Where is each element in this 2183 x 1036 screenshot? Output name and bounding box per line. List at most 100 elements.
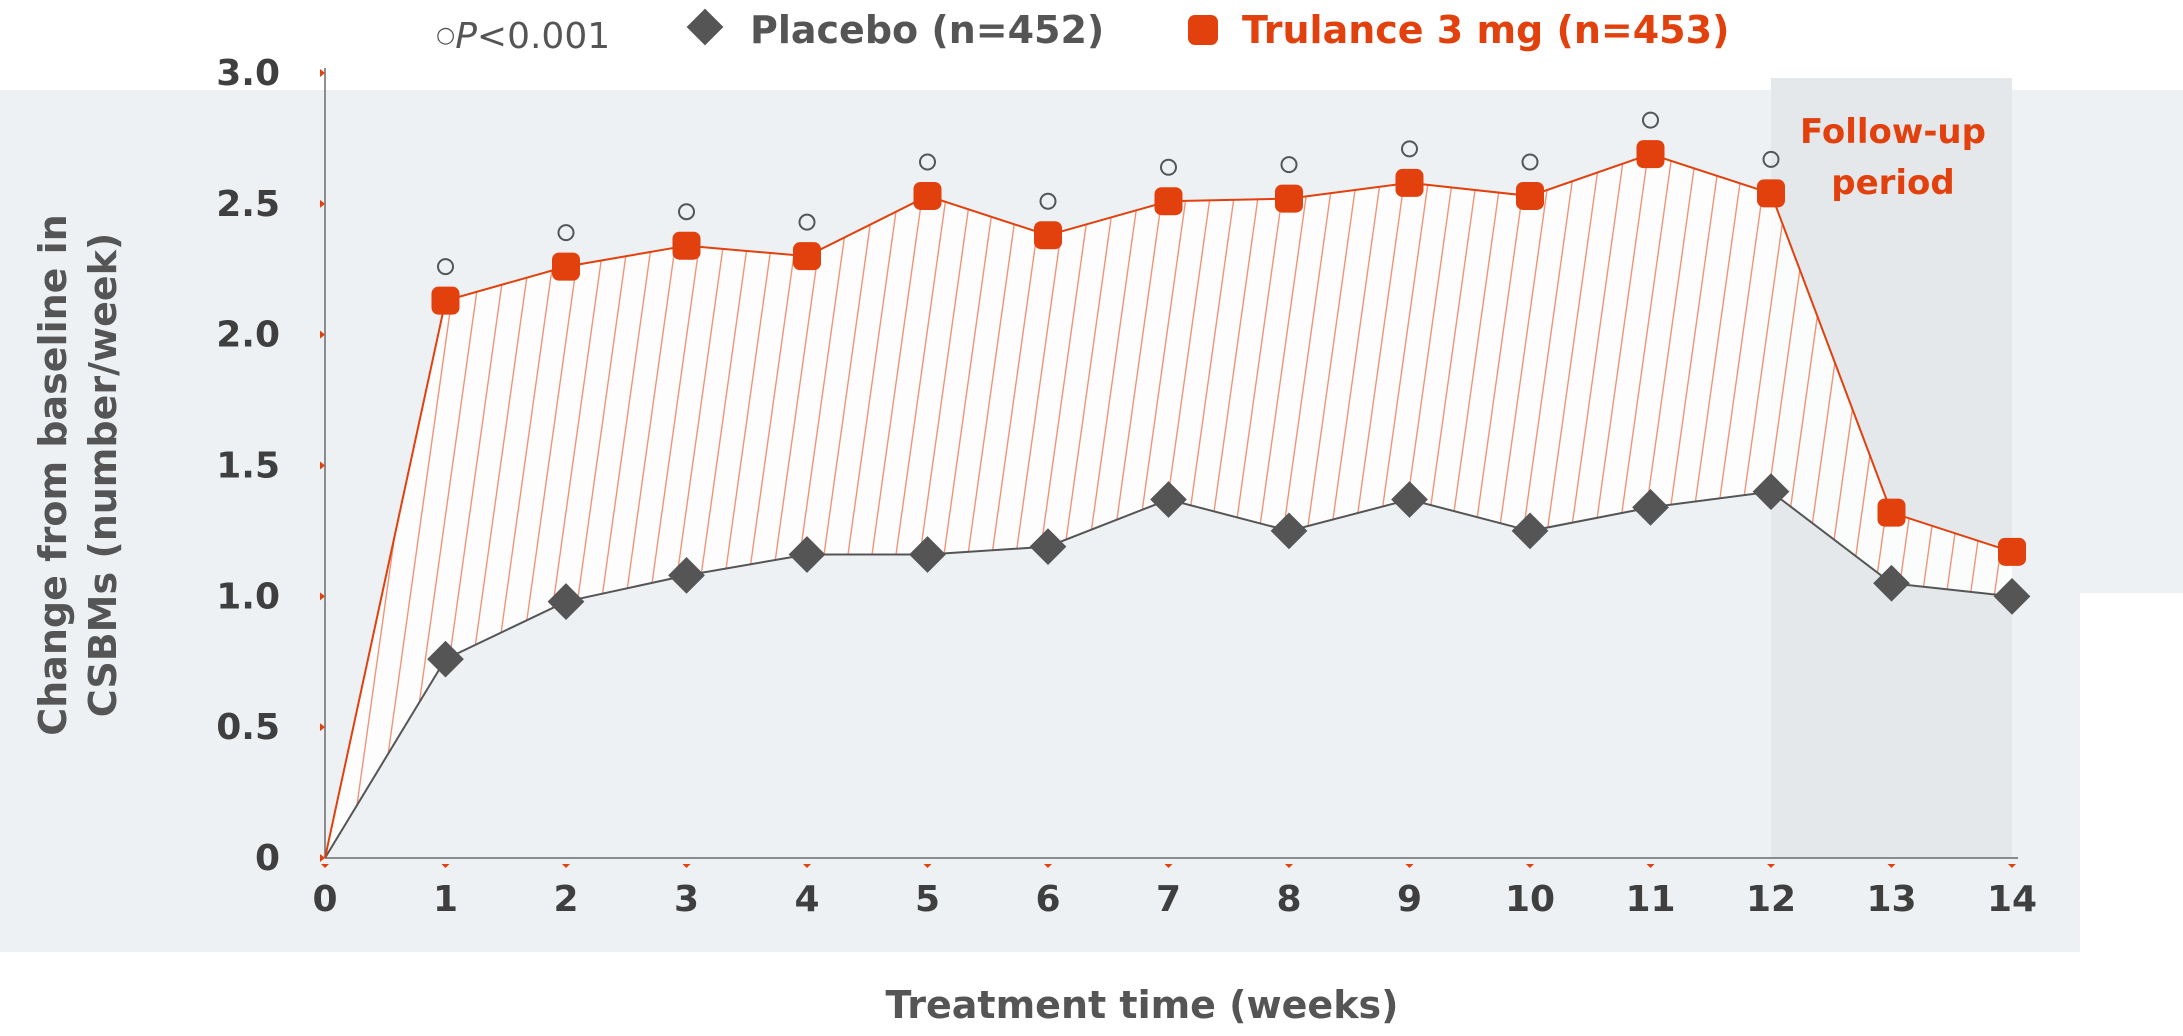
placebo-marker [1873, 564, 1910, 602]
significance-marker [1039, 192, 1057, 210]
trulance-marker [431, 286, 460, 315]
y-tick-mark [320, 199, 325, 208]
placebo-marker [1993, 577, 2031, 615]
placebo-marker [909, 536, 946, 573]
x-tick-mark [321, 864, 329, 868]
trulance-marker [1034, 221, 1062, 250]
y-axis-title-line2: CSBMs (number/week) [81, 233, 125, 718]
x-tick-mark [1044, 864, 1052, 868]
placebo-marker [1752, 473, 1790, 511]
x-tick-label: 4 [794, 879, 819, 920]
x-tick-label: 9 [1397, 879, 1422, 920]
trulance-marker [552, 252, 580, 281]
x-tick-label: 2 [553, 879, 578, 920]
legend-trulance-label: Trulance 3 mg (n=453) [1242, 8, 1729, 52]
y-tick-label: 2.0 [216, 315, 280, 356]
x-tick-mark [2008, 864, 2016, 868]
x-tick-mark [803, 864, 811, 868]
x-tick-mark [1164, 864, 1173, 868]
x-tick-label: 0 [312, 879, 337, 920]
x-tick-mark [1646, 864, 1655, 868]
x-tick-label: 13 [1866, 879, 1916, 920]
y-tick-label: 0.5 [216, 707, 280, 748]
significance-marker [1642, 111, 1659, 129]
y-tick-mark [320, 69, 325, 77]
trulance-marker [913, 181, 942, 210]
placebo-marker [1391, 481, 1428, 518]
x-tick-mark [1285, 864, 1293, 868]
x-tick-label: 5 [915, 879, 940, 920]
follow-up-label-line2: period [1831, 163, 1955, 203]
x-tick-label: 7 [1156, 879, 1181, 920]
x-tick-label: 11 [1625, 879, 1675, 920]
legend-sig-threshold: <0.001 [477, 16, 610, 57]
legend-significance: ○P<0.001 [436, 16, 610, 57]
trulance-marker [1395, 168, 1424, 197]
placebo-marker [788, 536, 826, 573]
placebo-marker [668, 557, 705, 594]
follow-up-label-line1: Follow-up [1800, 112, 1986, 152]
x-tick-label: 12 [1746, 879, 1796, 920]
y-tick-mark [320, 592, 325, 601]
y-tick-mark [320, 461, 325, 470]
x-axis-title: Treatment time (weeks) [886, 983, 1399, 1027]
x-tick-mark [1767, 864, 1775, 868]
y-tick-mark [320, 854, 325, 862]
y-tick-mark [320, 330, 325, 339]
x-tick-label: 10 [1505, 879, 1555, 920]
x-tick-mark [441, 864, 450, 868]
trulance-marker [672, 231, 701, 260]
x-tick-mark [1405, 864, 1414, 868]
x-tick-label: 8 [1276, 879, 1301, 920]
trulance-marker [1877, 498, 1906, 527]
placebo-marker [427, 640, 464, 678]
placebo-marker [1632, 488, 1669, 526]
significance-marker [798, 213, 816, 231]
significance-marker [1521, 153, 1539, 171]
significance-markers [437, 111, 1780, 276]
y-tick-mark [320, 723, 325, 732]
significance-marker [1280, 156, 1298, 174]
series-markers [427, 140, 2031, 678]
placebo-marker [547, 583, 585, 620]
significance-marker [557, 224, 575, 242]
trulance-marker [1516, 181, 1544, 210]
legend-sig-symbol: ○ [436, 23, 455, 48]
background-panel-lower [0, 547, 2080, 952]
significance-marker [1401, 140, 1418, 158]
trulance-marker [1757, 179, 1785, 208]
axes [320, 68, 2018, 868]
significance-marker [1160, 158, 1177, 176]
y-tick-label: 0 [255, 838, 280, 879]
between-fill [325, 154, 2012, 858]
legend-placebo-label: Placebo (n=452) [750, 8, 1104, 52]
placebo-marker [1029, 528, 1067, 566]
trulance-marker [1154, 187, 1183, 216]
significance-marker [678, 203, 695, 221]
placebo-marker [1270, 512, 1308, 550]
y-tick-label: 2.5 [216, 184, 280, 225]
placebo-marker [1150, 481, 1187, 518]
x-tick-label: 14 [1987, 879, 2037, 920]
y-tick-label: 1.5 [216, 446, 280, 487]
significance-marker [437, 258, 454, 276]
background-panel-notch [2080, 547, 2183, 593]
y-tick-label: 1.0 [216, 576, 280, 617]
x-tick-label: 3 [674, 879, 699, 920]
legend-trulance-marker [1188, 15, 1218, 45]
x-tick-mark [923, 864, 932, 868]
x-tick-mark [1887, 864, 1896, 868]
x-tick-label: 1 [433, 879, 458, 920]
x-tick-mark [562, 864, 570, 868]
x-tick-label: 6 [1035, 879, 1060, 920]
y-tick-label: 3.0 [216, 53, 280, 94]
x-tick-mark [682, 864, 691, 868]
x-tick-mark [1526, 864, 1534, 868]
significance-marker [919, 153, 936, 171]
legend-placebo-marker [686, 8, 724, 46]
trulance-marker [793, 242, 821, 271]
trulance-marker [1998, 537, 2026, 566]
trulance-marker [1275, 184, 1303, 213]
